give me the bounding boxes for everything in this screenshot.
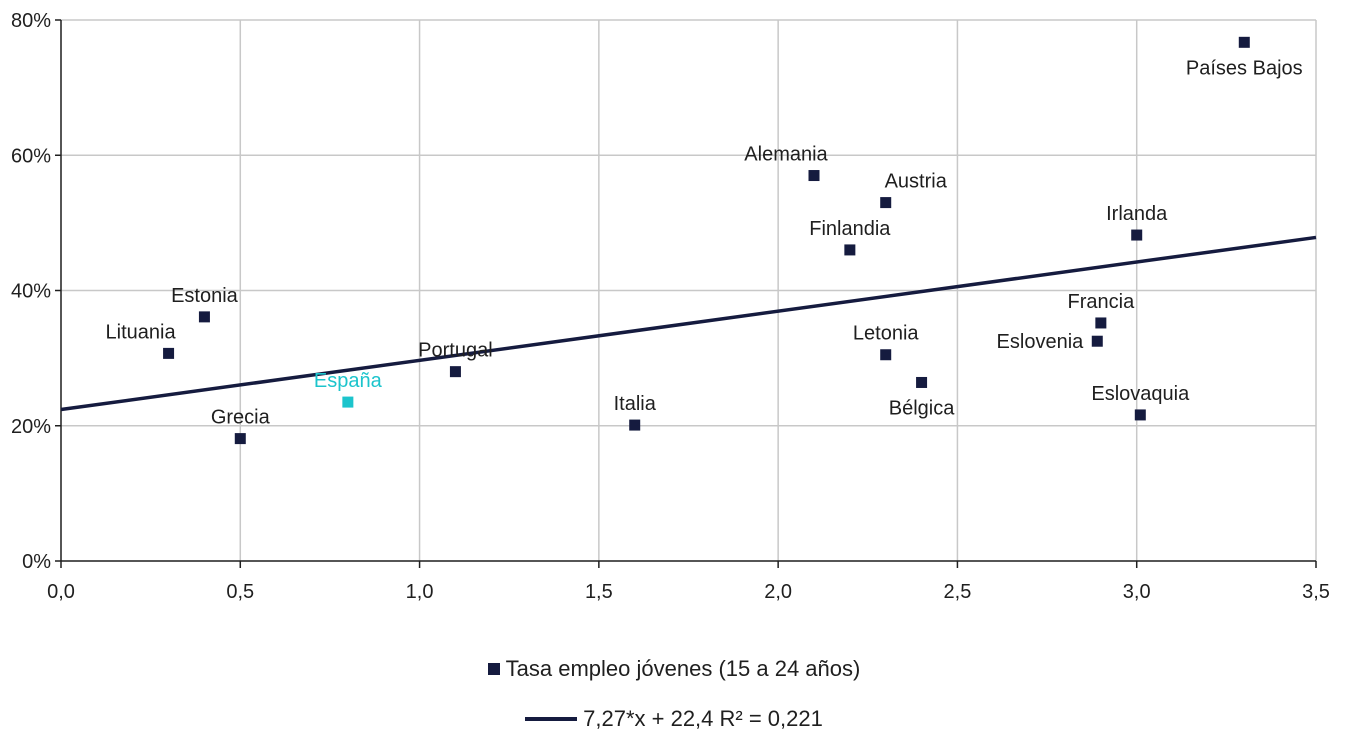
data-label: Irlanda: [1106, 203, 1168, 225]
data-point: [880, 349, 892, 361]
x-tick-label: 1,5: [585, 581, 613, 603]
x-tick-label: 3,5: [1302, 581, 1330, 603]
data-point: [1095, 317, 1107, 329]
data-label: Finlandia: [809, 218, 891, 240]
data-label: Italia: [614, 393, 657, 415]
y-tick-label: 0%: [22, 551, 51, 573]
data-label: Alemania: [744, 144, 828, 166]
trendline-layer: [60, 235, 1317, 412]
data-points: [163, 36, 1250, 445]
x-tick-label: 1,0: [406, 581, 434, 603]
data-point: [449, 366, 461, 378]
x-tick-label: 3,0: [1123, 581, 1151, 603]
data-point: [629, 419, 641, 431]
data-label: Eslovenia: [997, 331, 1085, 353]
data-labels: Lituania Estonia Grecia España Portugal Itali…: [106, 57, 1303, 428]
legend-trendline-label: 7,27*x + 22,4 R² = 0,221: [583, 706, 823, 731]
y-tick-label: 20%: [11, 416, 51, 438]
y-tick-label: 80%: [11, 10, 51, 32]
data-point: [163, 347, 175, 359]
data-label: Austria: [885, 171, 948, 193]
y-tick-label: 40%: [11, 281, 51, 303]
axes: [55, 19, 1317, 568]
data-label: Letonia: [853, 323, 919, 345]
data-label: Francia: [1068, 291, 1136, 313]
x-tick-label: 2,5: [944, 581, 972, 603]
data-point: [844, 244, 856, 256]
legend-series: Tasa empleo jóvenes (15 a 24 años): [0, 656, 1348, 682]
data-label: Bélgica: [889, 397, 955, 419]
data-point: [808, 170, 820, 182]
legend-trendline-line: [525, 717, 578, 721]
data-label: Lituania: [106, 321, 177, 343]
legend-trendline: 7,27*x + 22,4 R² = 0,221: [0, 706, 1348, 732]
data-point: [1238, 36, 1250, 48]
data-label: Estonia: [171, 285, 239, 307]
trendline: [60, 235, 1317, 412]
data-point: [342, 396, 354, 408]
data-label: Eslovaquia: [1091, 383, 1190, 405]
x-tick-label: 0,0: [47, 581, 75, 603]
data-label: Países Bajos: [1186, 57, 1303, 79]
data-point: [1091, 335, 1103, 347]
data-point: [916, 376, 928, 388]
x-tick-label: 2,0: [764, 581, 792, 603]
grid-lines: [61, 19, 1317, 561]
legend-series-label: Tasa empleo jóvenes (15 a 24 años): [505, 656, 861, 681]
data-point: [880, 197, 892, 209]
tick-labels: 0% 20% 40% 60% 80% 0,0 0,5 1,0 1,5 2,0 2,5 3,0 3,5: [11, 10, 1330, 603]
data-label: Portugal: [418, 340, 493, 362]
x-tick-label: 0,5: [226, 581, 254, 603]
data-label: España: [314, 370, 383, 392]
data-point: [1134, 409, 1146, 421]
data-point: [1131, 229, 1143, 241]
data-point: [198, 311, 210, 323]
data-point: [234, 433, 246, 445]
scatter-chart: 0% 20% 40% 60% 80% 0,0 0,5 1,0 1,5 2,0 2,5 3,0 3,5 L…: [11, 10, 1330, 603]
data-label: Grecia: [211, 407, 271, 429]
legend-series-marker: [487, 663, 500, 675]
y-tick-label: 60%: [11, 145, 51, 167]
